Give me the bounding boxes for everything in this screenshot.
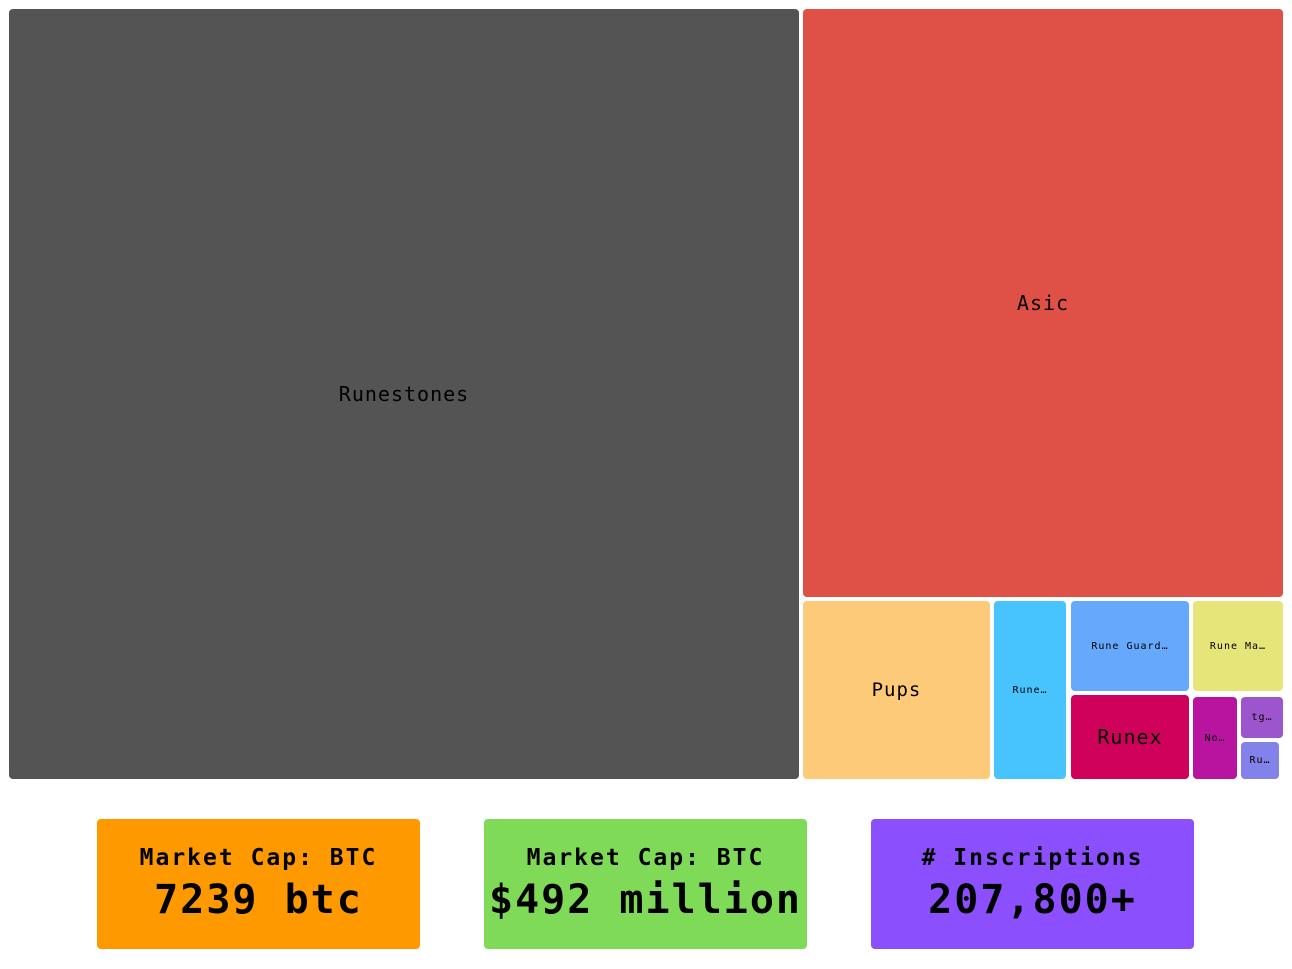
tile-label: Ru… [1249, 755, 1271, 766]
tile-label: Rune Guard… [1091, 640, 1169, 652]
tile-runestones[interactable]: Runestones [9, 9, 799, 779]
stat-value: 207,800+ [928, 877, 1137, 923]
tile-ru[interactable]: Ru… [1241, 742, 1279, 779]
tile-rune[interactable]: Rune… [994, 601, 1066, 779]
stat-card-inscriptions: # Inscriptions 207,800+ [871, 819, 1194, 949]
tile-label: Asic [1016, 291, 1070, 315]
tile-label: Rune Ma… [1209, 640, 1267, 652]
tile-asic[interactable]: Asic [803, 9, 1283, 597]
tile-label: Runex [1097, 725, 1163, 749]
tile-label: Pups [871, 679, 922, 701]
stat-label: Market Cap: BTC [526, 845, 765, 871]
tile-label: tg… [1251, 712, 1273, 723]
tile-runex[interactable]: Runex [1071, 695, 1189, 779]
tile-rune-guard[interactable]: Rune Guard… [1071, 601, 1189, 691]
tile-label: Rune… [1012, 684, 1048, 696]
stat-card-market-cap-btc: Market Cap: BTC 7239 btc [97, 819, 420, 949]
tile-no[interactable]: No… [1193, 697, 1237, 779]
tile-label: No… [1204, 732, 1226, 744]
stat-card-market-cap-usd: Market Cap: BTC $492 million [484, 819, 807, 949]
stat-value: 7239 btc [154, 877, 363, 923]
tile-tg[interactable]: tg… [1241, 697, 1283, 738]
stat-value: $492 million [489, 877, 802, 923]
tile-label: Runestones [338, 382, 470, 406]
tile-rune-ma[interactable]: Rune Ma… [1193, 601, 1283, 691]
stat-label: # Inscriptions [921, 845, 1144, 871]
stat-label: Market Cap: BTC [139, 845, 378, 871]
tile-pups[interactable]: Pups [803, 601, 990, 779]
